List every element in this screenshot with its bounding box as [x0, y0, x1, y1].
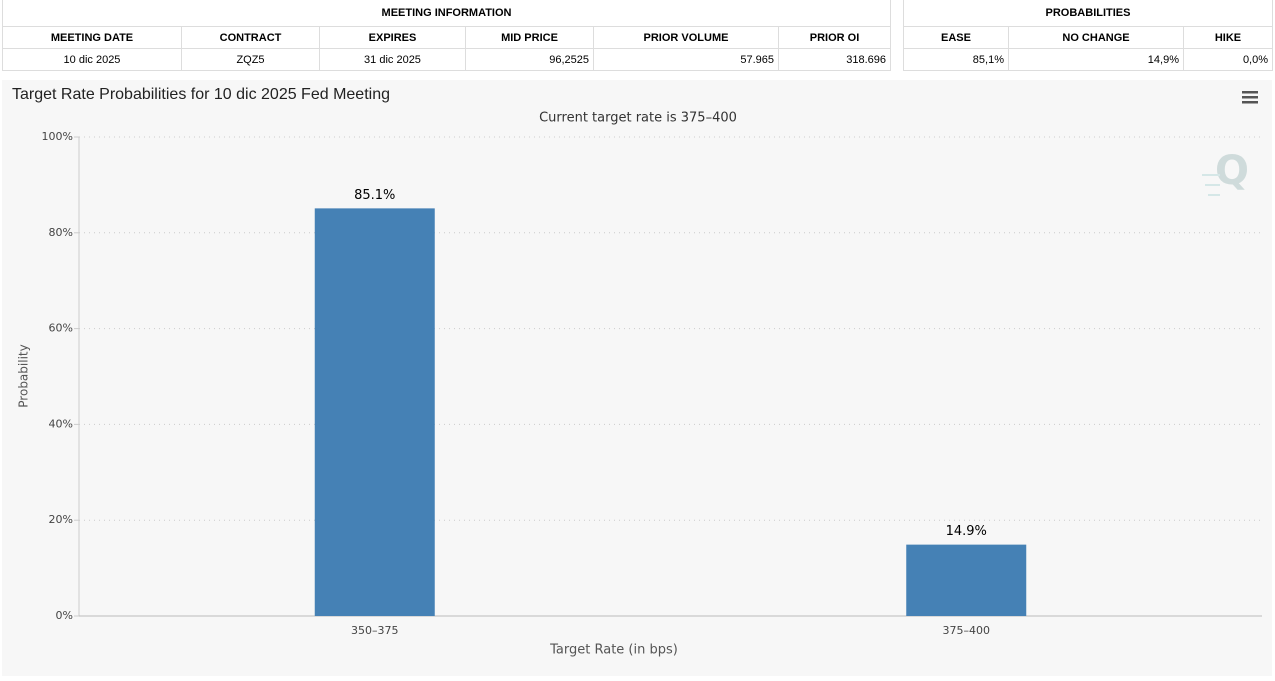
- bar: [906, 544, 1027, 616]
- header-row: MEETING DATE CONTRACT EXPIRES MID PRICE PRIO…: [2, 26, 892, 49]
- table-title: MEETING INFORMATION: [1, 0, 892, 27]
- column-header: NO CHANGE: [1008, 26, 1184, 49]
- cell: 0,0%: [1182, 48, 1274, 71]
- column-header: EXPIRES: [319, 26, 466, 49]
- data-row: 10 dic 2025 ZQZ5 31 dic 2025 96,2525 57.965 3…: [2, 48, 892, 71]
- cell: ZQZ5: [181, 48, 320, 71]
- logo: Q: [1202, 148, 1249, 196]
- cell: 10 dic 2025: [2, 48, 182, 71]
- x-axis-title: Target Rate (in bps): [549, 643, 678, 658]
- menu-bar: [1242, 96, 1258, 99]
- y-tick-label: 100%: [42, 130, 73, 143]
- cell: 85,1%: [903, 48, 1009, 71]
- column-header: PRIOR OI: [777, 26, 892, 49]
- data-label: 85.1%: [354, 188, 395, 203]
- y-tick-label: 80%: [49, 226, 73, 239]
- menu-bar: [1242, 91, 1258, 94]
- y-axis-title: Probability: [17, 344, 31, 407]
- menu-bar: [1242, 101, 1258, 104]
- cell: 14,9%: [1008, 48, 1184, 71]
- title-row: PROBABILITIES: [902, 0, 1274, 27]
- y-tick-label: 20%: [49, 513, 73, 526]
- y-tick-label: 60%: [49, 322, 73, 335]
- column-header: PRIOR VOLUME: [593, 26, 779, 49]
- header-row: EASE NO CHANGE HIKE: [903, 26, 1274, 49]
- chart-title: Target Rate Probabilities for 10 dic 202…: [12, 86, 390, 103]
- y-tick-label: 0%: [56, 609, 73, 622]
- menu-button[interactable]: [1242, 91, 1258, 104]
- column-header: MID PRICE: [465, 26, 594, 49]
- cell: 96,2525: [465, 48, 594, 71]
- table-title: PROBABILITIES: [902, 0, 1274, 27]
- data-row: 85,1% 14,9% 0,0%: [903, 48, 1274, 71]
- cell: 57.965: [593, 48, 779, 71]
- logo-q: Q: [1215, 148, 1249, 194]
- y-tick-label: 40%: [49, 417, 73, 430]
- table: MEETING INFORMATION MEETING DATE CONTRACT E…: [1, 0, 892, 71]
- column-header: HIKE: [1182, 26, 1274, 49]
- bar: [314, 208, 435, 616]
- x-tick-label: 350–375: [351, 624, 399, 637]
- chart-panel: Target Rate Probabilities for 10 dic 202…: [2, 80, 1272, 676]
- cell: 31 dic 2025: [319, 48, 466, 71]
- data-label: 14.9%: [946, 524, 987, 539]
- chart-subtitle: Current target rate is 375–400: [539, 111, 737, 126]
- column-header: MEETING DATE: [2, 26, 182, 49]
- title-row: MEETING INFORMATION: [1, 0, 892, 27]
- table: PROBABILITIES EASE NO CHANGE HIKE 85,1% 14,9%…: [902, 0, 1274, 71]
- cell: 318.696: [777, 48, 892, 71]
- chart: Target Rate Probabilities for 10 dic 202…: [12, 86, 1262, 658]
- column-header: CONTRACT: [181, 26, 320, 49]
- column-header: EASE: [903, 26, 1009, 49]
- x-tick-label: 375–400: [943, 624, 991, 637]
